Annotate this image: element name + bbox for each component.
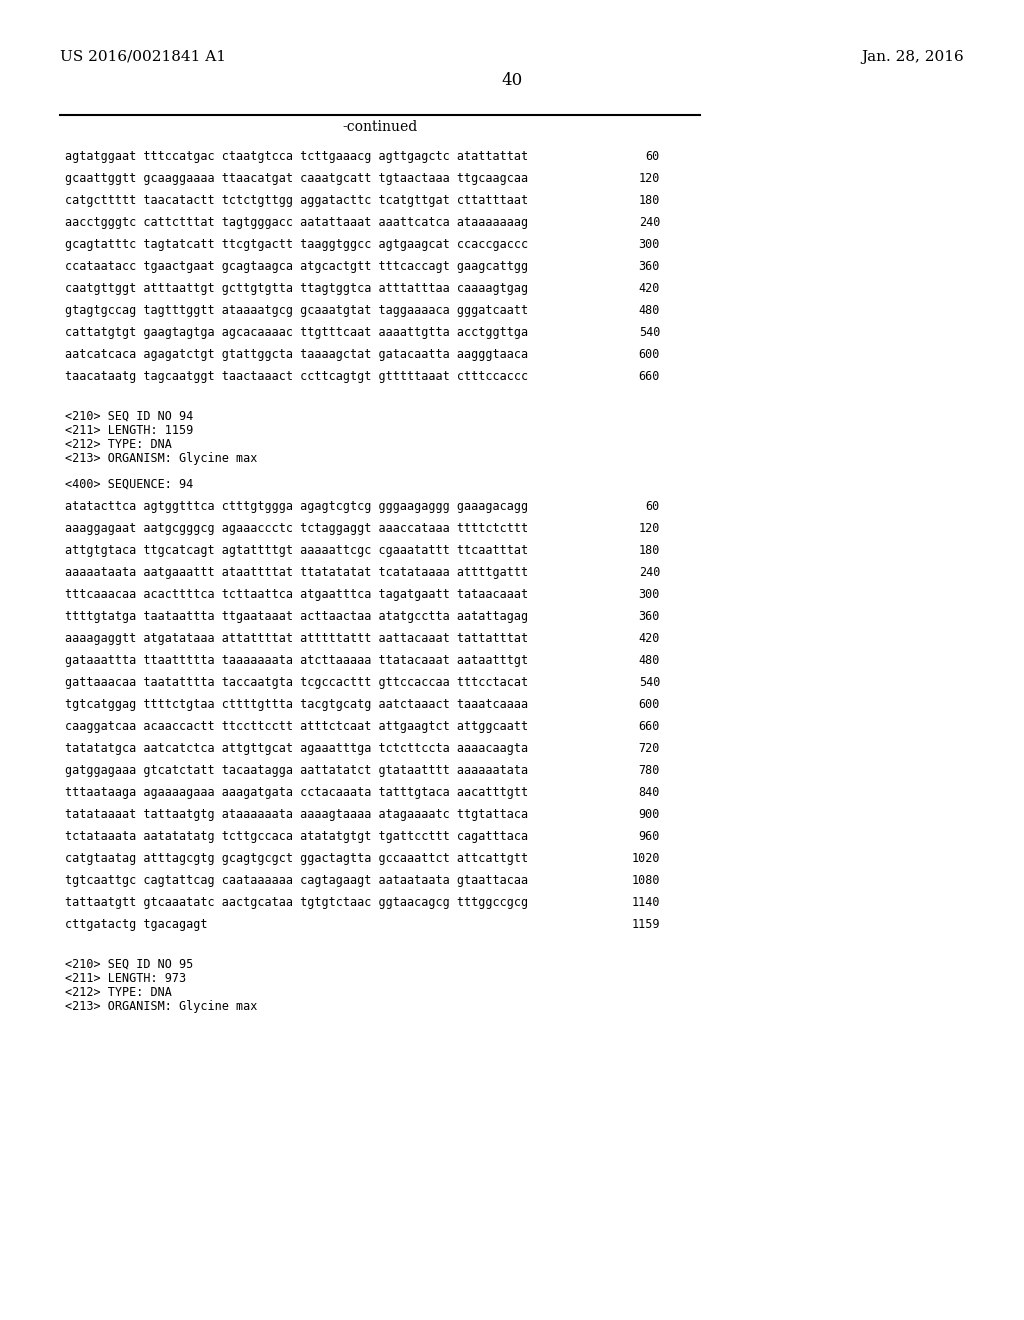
Text: gcaattggtt gcaaggaaaa ttaacatgat caaatgcatt tgtaactaaa ttgcaagcaa: gcaattggtt gcaaggaaaa ttaacatgat caaatgc… [65, 172, 528, 185]
Text: <210> SEQ ID NO 94: <210> SEQ ID NO 94 [65, 411, 194, 422]
Text: 180: 180 [639, 544, 660, 557]
Text: tttcaaacaa acacttttca tcttaattca atgaatttca tagatgaatt tataacaaat: tttcaaacaa acacttttca tcttaattca atgaatt… [65, 587, 528, 601]
Text: 780: 780 [639, 764, 660, 777]
Text: tctataaata aatatatatg tcttgccaca atatatgtgt tgattccttt cagatttaca: tctataaata aatatatatg tcttgccaca atatatg… [65, 830, 528, 843]
Text: 300: 300 [639, 238, 660, 251]
Text: <212> TYPE: DNA: <212> TYPE: DNA [65, 986, 172, 999]
Text: 660: 660 [639, 719, 660, 733]
Text: 240: 240 [639, 566, 660, 579]
Text: 960: 960 [639, 830, 660, 843]
Text: 60: 60 [646, 500, 660, 513]
Text: <400> SEQUENCE: 94: <400> SEQUENCE: 94 [65, 478, 194, 491]
Text: <213> ORGANISM: Glycine max: <213> ORGANISM: Glycine max [65, 451, 257, 465]
Text: 1159: 1159 [632, 917, 660, 931]
Text: gcagtatttc tagtatcatt ttcgtgactt taaggtggcc agtgaagcat ccaccgaccc: gcagtatttc tagtatcatt ttcgtgactt taaggtg… [65, 238, 528, 251]
Text: 180: 180 [639, 194, 660, 207]
Text: gataaattta ttaattttta taaaaaaata atcttaaaaa ttatacaaat aataatttgt: gataaattta ttaattttta taaaaaaata atcttaa… [65, 653, 528, 667]
Text: aaaaataata aatgaaattt ataattttat ttatatatat tcatataaaa attttgattt: aaaaataata aatgaaattt ataattttat ttatata… [65, 566, 528, 579]
Text: cttgatactg tgacagagt: cttgatactg tgacagagt [65, 917, 208, 931]
Text: 1080: 1080 [632, 874, 660, 887]
Text: 540: 540 [639, 326, 660, 339]
Text: caatgttggt atttaattgt gcttgtgtta ttagtggtca atttatttaa caaaagtgag: caatgttggt atttaattgt gcttgtgtta ttagtgg… [65, 282, 528, 294]
Text: ccataatacc tgaactgaat gcagtaagca atgcactgtt tttcaccagt gaagcattgg: ccataatacc tgaactgaat gcagtaagca atgcact… [65, 260, 528, 273]
Text: <213> ORGANISM: Glycine max: <213> ORGANISM: Glycine max [65, 1001, 257, 1012]
Text: 360: 360 [639, 610, 660, 623]
Text: atatacttca agtggtttca ctttgtggga agagtcgtcg gggaagaggg gaaagacagg: atatacttca agtggtttca ctttgtggga agagtcg… [65, 500, 528, 513]
Text: 300: 300 [639, 587, 660, 601]
Text: tgtcatggag ttttctgtaa cttttgttta tacgtgcatg aatctaaact taaatcaaaa: tgtcatggag ttttctgtaa cttttgttta tacgtgc… [65, 698, 528, 711]
Text: <211> LENGTH: 1159: <211> LENGTH: 1159 [65, 424, 194, 437]
Text: 60: 60 [646, 150, 660, 162]
Text: tttaataaga agaaaagaaa aaagatgata cctacaaata tatttgtaca aacatttgtt: tttaataaga agaaaagaaa aaagatgata cctacaa… [65, 785, 528, 799]
Text: 40: 40 [502, 73, 522, 88]
Text: 240: 240 [639, 216, 660, 228]
Text: 900: 900 [639, 808, 660, 821]
Text: gatggagaaa gtcatctatt tacaatagga aattatatct gtataatttt aaaaaatata: gatggagaaa gtcatctatt tacaatagga aattata… [65, 764, 528, 777]
Text: 1020: 1020 [632, 851, 660, 865]
Text: 480: 480 [639, 304, 660, 317]
Text: aaaagaggtt atgatataaa attattttat atttttattt aattacaaat tattatttat: aaaagaggtt atgatataaa attattttat attttta… [65, 632, 528, 645]
Text: gattaaacaa taatatttta taccaatgta tcgccacttt gttccaccaa tttcctacat: gattaaacaa taatatttta taccaatgta tcgccac… [65, 676, 528, 689]
Text: tatatatgca aatcatctca attgttgcat agaaatttga tctcttccta aaaacaagta: tatatatgca aatcatctca attgttgcat agaaatt… [65, 742, 528, 755]
Text: taacataatg tagcaatggt taactaaact ccttcagtgt gtttttaaat ctttccaccc: taacataatg tagcaatggt taactaaact ccttcag… [65, 370, 528, 383]
Text: 420: 420 [639, 632, 660, 645]
Text: tattaatgtt gtcaaatatc aactgcataa tgtgtctaac ggtaacagcg tttggccgcg: tattaatgtt gtcaaatatc aactgcataa tgtgtct… [65, 896, 528, 909]
Text: catgtaatag atttagcgtg gcagtgcgct ggactagtta gccaaattct attcattgtt: catgtaatag atttagcgtg gcagtgcgct ggactag… [65, 851, 528, 865]
Text: <211> LENGTH: 973: <211> LENGTH: 973 [65, 972, 186, 985]
Text: <212> TYPE: DNA: <212> TYPE: DNA [65, 438, 172, 451]
Text: US 2016/0021841 A1: US 2016/0021841 A1 [60, 50, 226, 63]
Text: 1140: 1140 [632, 896, 660, 909]
Text: aaaggagaat aatgcgggcg agaaaccctc tctaggaggt aaaccataaa ttttctcttt: aaaggagaat aatgcgggcg agaaaccctc tctagga… [65, 521, 528, 535]
Text: 120: 120 [639, 521, 660, 535]
Text: 120: 120 [639, 172, 660, 185]
Text: agtatggaat tttccatgac ctaatgtcca tcttgaaacg agttgagctc atattattat: agtatggaat tttccatgac ctaatgtcca tcttgaa… [65, 150, 528, 162]
Text: 540: 540 [639, 676, 660, 689]
Text: 600: 600 [639, 698, 660, 711]
Text: <210> SEQ ID NO 95: <210> SEQ ID NO 95 [65, 958, 194, 972]
Text: ttttgtatga taataattta ttgaataaat acttaactaa atatgcctta aatattagag: ttttgtatga taataattta ttgaataaat acttaac… [65, 610, 528, 623]
Text: gtagtgccag tagtttggtt ataaaatgcg gcaaatgtat taggaaaaca gggatcaatt: gtagtgccag tagtttggtt ataaaatgcg gcaaatg… [65, 304, 528, 317]
Text: 660: 660 [639, 370, 660, 383]
Text: tgtcaattgc cagtattcag caataaaaaa cagtagaagt aataataata gtaattacaa: tgtcaattgc cagtattcag caataaaaaa cagtaga… [65, 874, 528, 887]
Text: aatcatcaca agagatctgt gtattggcta taaaagctat gatacaatta aagggtaaca: aatcatcaca agagatctgt gtattggcta taaaagc… [65, 348, 528, 360]
Text: 720: 720 [639, 742, 660, 755]
Text: Jan. 28, 2016: Jan. 28, 2016 [861, 50, 964, 63]
Text: 480: 480 [639, 653, 660, 667]
Text: 420: 420 [639, 282, 660, 294]
Text: catgcttttt taacatactt tctctgttgg aggatacttc tcatgttgat cttatttaat: catgcttttt taacatactt tctctgttgg aggatac… [65, 194, 528, 207]
Text: 840: 840 [639, 785, 660, 799]
Text: caaggatcaa acaaccactt ttccttcctt atttctcaat attgaagtct attggcaatt: caaggatcaa acaaccactt ttccttcctt atttctc… [65, 719, 528, 733]
Text: tatataaaat tattaatgtg ataaaaaata aaaagtaaaa atagaaaatc ttgtattaca: tatataaaat tattaatgtg ataaaaaata aaaagta… [65, 808, 528, 821]
Text: aacctgggtc cattctttat tagtgggacc aatattaaat aaattcatca ataaaaaaag: aacctgggtc cattctttat tagtgggacc aatatta… [65, 216, 528, 228]
Text: attgtgtaca ttgcatcagt agtattttgt aaaaattcgc cgaaatattt ttcaatttat: attgtgtaca ttgcatcagt agtattttgt aaaaatt… [65, 544, 528, 557]
Text: 360: 360 [639, 260, 660, 273]
Text: cattatgtgt gaagtagtga agcacaaaac ttgtttcaat aaaattgtta acctggttga: cattatgtgt gaagtagtga agcacaaaac ttgtttc… [65, 326, 528, 339]
Text: -continued: -continued [342, 120, 418, 135]
Text: 600: 600 [639, 348, 660, 360]
